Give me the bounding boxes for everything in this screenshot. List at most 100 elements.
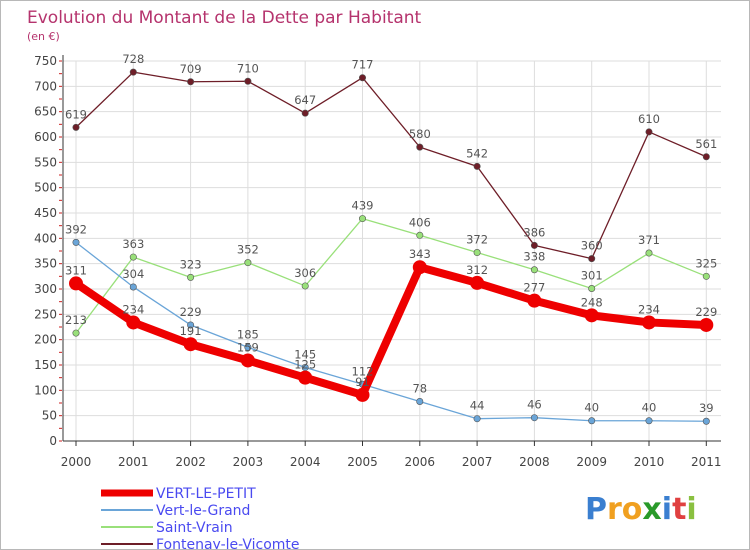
data-label: 39 [699,401,714,415]
y-tick-label: 50 [42,409,57,423]
data-point [416,397,424,405]
data-label: 234 [638,302,660,316]
y-tick-label: 550 [34,155,57,169]
data-label: 145 [294,348,316,362]
data-point [187,78,195,86]
data-point [72,123,80,131]
data-label: 229 [180,305,202,319]
series-layer [69,68,714,425]
data-point [645,249,653,257]
data-point [129,283,137,291]
data-point [240,353,255,368]
data-point [244,343,252,351]
data-label: 125 [294,358,316,372]
y-tick-label: 650 [34,105,57,119]
data-label: 301 [581,268,603,282]
data-point [301,109,309,117]
grid [63,60,721,442]
legend-label: Vert-le-Grand [156,503,250,519]
data-label: 392 [65,222,87,236]
y-tick-label: 100 [34,383,57,397]
data-label: 647 [294,93,316,107]
legend-label: VERT-LE-PETIT [156,486,256,502]
x-tick-label: 2005 [347,455,378,469]
data-point [244,77,252,85]
data-point [129,68,137,76]
data-point [530,414,538,422]
data-label: 44 [470,399,485,413]
legend-label: Saint-Vrain [156,520,233,536]
data-label: 363 [122,237,144,251]
data-label: 717 [352,58,374,72]
data-label: 561 [695,137,717,151]
data-point [645,417,653,425]
y-tick-label: 200 [34,333,57,347]
data-point [642,315,656,330]
series-line [75,217,707,334]
x-tick-label: 2000 [61,455,92,469]
data-label: 311 [65,263,87,277]
data-point [72,238,80,246]
x-tick-label: 2008 [519,455,550,469]
data-point [126,315,141,330]
y-tick-label: 250 [34,307,57,321]
data-label: 360 [581,239,603,253]
data-label: 386 [523,225,545,239]
x-tick-label: 2002 [175,455,206,469]
legend-label: Fontenay-le-Vicomte [156,537,300,549]
x-tick-label: 2009 [576,455,607,469]
data-label: 343 [409,247,431,261]
logo-letter: t [672,492,686,527]
data-label: 304 [122,267,144,281]
data-point [473,249,481,257]
data-label: 439 [352,199,374,213]
data-point [358,215,366,223]
data-point [416,231,424,239]
x-tick-label: 2007 [462,455,493,469]
data-label: 580 [409,127,431,141]
logo-letter: i [662,492,672,527]
logo-letter: r [607,492,622,527]
data-point [530,241,538,249]
data-label: 352 [237,243,259,257]
data-label: 312 [466,263,488,277]
series-line [75,71,707,260]
series-line [75,241,707,422]
y-tick-label: 400 [34,231,57,245]
logo-letter: x [642,492,661,527]
data-point [588,417,596,425]
data-point [412,260,427,275]
legend: VERT-LE-PETITVert-le-GrandSaint-VrainFon… [101,486,300,549]
data-point [69,276,83,291]
x-tick-label: 2004 [290,455,321,469]
data-label: 371 [638,233,660,247]
data-label: 709 [180,62,202,76]
y-tick-label: 600 [34,130,57,144]
data-point [530,266,538,274]
data-label: 40 [642,401,657,415]
data-label: 610 [638,112,660,126]
data-label: 406 [409,215,431,229]
data-label: 323 [180,257,202,271]
y-tick-label: 0 [49,434,57,448]
data-point [129,253,137,261]
chart-unit: (en €) [27,30,60,43]
data-label: 91 [355,375,370,389]
data-label: 710 [237,61,259,75]
chart-title: Evolution du Montant de la Dette par Hab… [27,8,422,28]
y-tick-label: 150 [34,358,57,372]
data-label: 229 [695,305,717,319]
data-label: 185 [237,327,259,341]
x-tick-label: 2011 [691,455,722,469]
y-tick-label: 300 [34,282,57,296]
axes: 0 50 100 150 200 250 300 350 400 450 500 550 600 650 7… [34,54,721,469]
data-label: 40 [584,401,599,415]
data-point [473,415,481,423]
data-label: 213 [65,313,87,327]
y-tick-label: 450 [34,206,57,220]
data-label: 78 [412,381,427,395]
y-tick-label: 700 [34,79,57,93]
data-label: 159 [237,340,259,354]
y-tick-label: 350 [34,257,57,271]
proxiti-logo: Proxiti [585,492,697,527]
